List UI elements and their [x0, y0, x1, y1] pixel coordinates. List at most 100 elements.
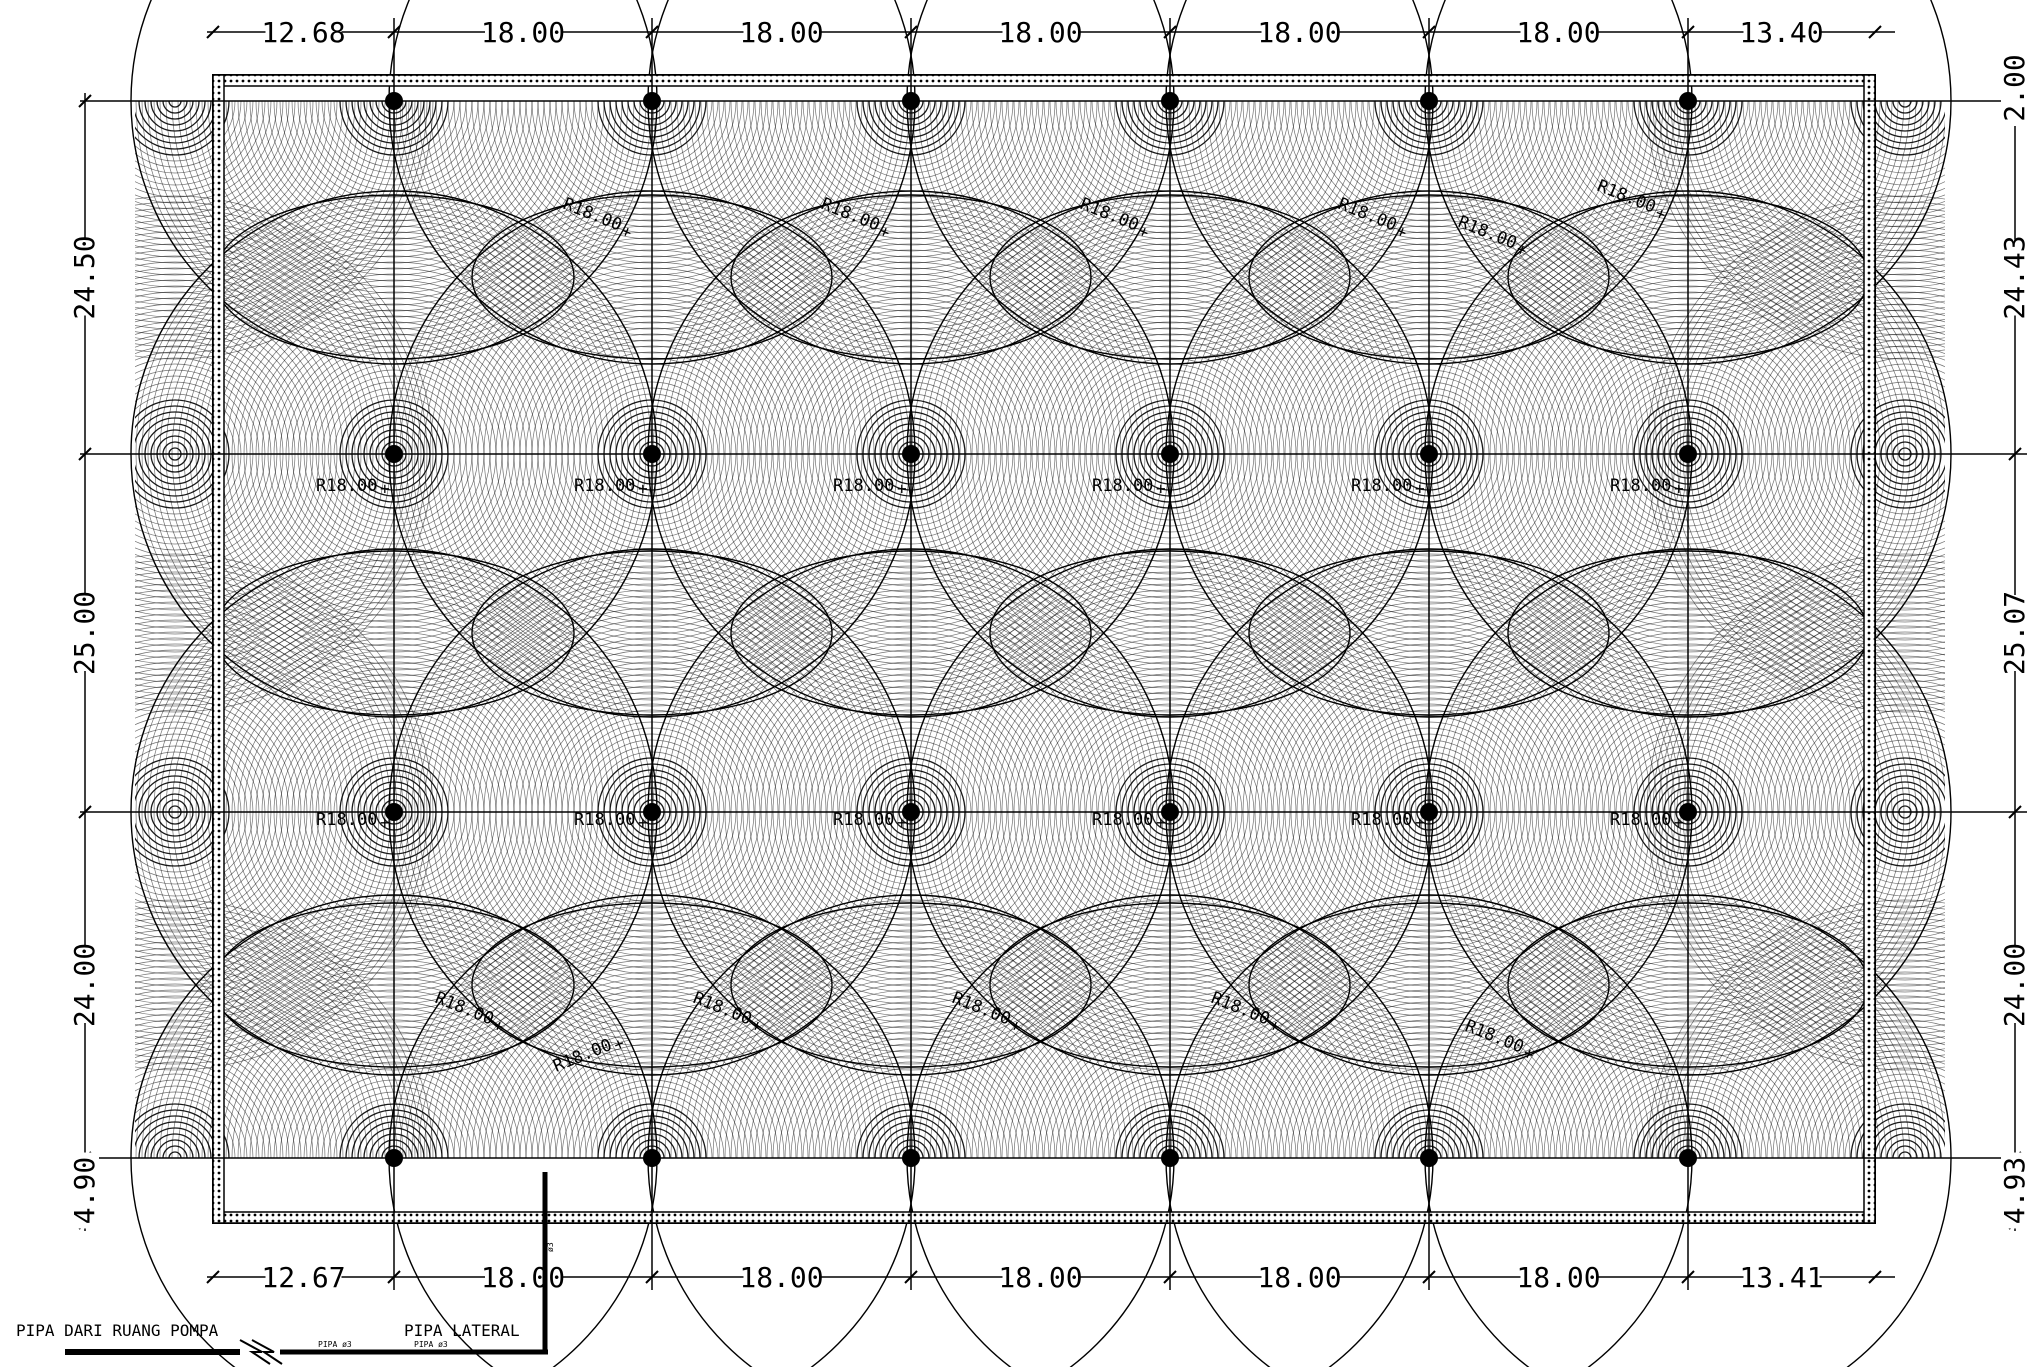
radius-label: R18.00 — [1092, 476, 1153, 496]
sprinkler-head-icon — [1161, 445, 1179, 463]
pipe-size-label: PIPA ø3 — [414, 1340, 448, 1349]
bottom-dimension-value: 18.00 — [1257, 1261, 1341, 1294]
sprinkler-grid-lines — [80, 18, 2027, 1290]
radius-marker-icon: + — [638, 479, 648, 498]
sprinkler-head-icon — [1420, 1149, 1438, 1167]
radius-label: R18.00 — [574, 810, 635, 830]
radius-label: R18.00 — [574, 476, 635, 496]
sprinkler-head-icon — [1161, 803, 1179, 821]
top-dimension-value: 18.00 — [1516, 16, 1600, 49]
left-dimension-value: 24.50 — [68, 235, 101, 319]
radius-label: R18.00 — [316, 810, 377, 830]
dimension-tick — [78, 447, 92, 461]
bottom-dimension-value: 18.00 — [998, 1261, 1082, 1294]
right-dimension-value: 25.07 — [1998, 591, 2027, 675]
radius-label: R18.00 — [1351, 476, 1412, 496]
coverage-overlap-arcs — [130, 0, 1952, 1367]
sprinkler-head-icon — [1420, 445, 1438, 463]
radius-marker-icon: + — [897, 479, 907, 498]
left-dimension-value: 4.90 — [68, 1157, 101, 1224]
dimension-tick — [206, 25, 220, 39]
sprinkler-head-icon — [902, 1149, 920, 1167]
dimension-tick — [206, 1270, 220, 1284]
pipe-from-pump-room-label: PIPA DARI RUANG POMPA — [16, 1321, 219, 1340]
sprinkler-head-icon — [643, 803, 661, 821]
dimension-tick — [2008, 447, 2022, 461]
radius-marker-icon: + — [638, 813, 648, 832]
sprinkler-head-icon — [385, 92, 403, 110]
riser-size-label: ø3 — [546, 1242, 555, 1252]
bottom-dimension-value: 18.00 — [481, 1261, 565, 1294]
top-dimension-value: 18.00 — [1257, 16, 1341, 49]
bottom-dimension-value: 13.41 — [1739, 1261, 1823, 1294]
top-dimension-value: 18.00 — [481, 16, 565, 49]
coverage-rings — [1646, 899, 1945, 1158]
dimension-tick — [78, 94, 92, 108]
sprinkler-head-icon — [385, 803, 403, 821]
dimension-tick — [1163, 25, 1177, 39]
radius-label: R18.00 — [1092, 810, 1153, 830]
sprinkler-head-icon — [643, 1149, 661, 1167]
sprinkler-head-icon — [902, 92, 920, 110]
radius-marker-icon: + — [1674, 813, 1684, 832]
coverage-rings — [135, 899, 434, 1158]
top-dimension-value: 18.00 — [739, 16, 823, 49]
radius-marker-icon: + — [380, 813, 390, 832]
dimension-tick — [645, 25, 659, 39]
sprinkler-head-icon — [1420, 92, 1438, 110]
radius-marker-icon: + — [1415, 479, 1425, 498]
radius-label: R18.00 — [1351, 810, 1412, 830]
pipe-break-icon — [239, 1339, 271, 1365]
sprinkler-head-icon — [1679, 92, 1697, 110]
radius-marker-icon: + — [1156, 479, 1166, 498]
dimension-tick — [1422, 25, 1436, 39]
coverage-rings — [135, 101, 434, 360]
sprinkler-head-icon — [1420, 803, 1438, 821]
dimension-tick — [904, 1270, 918, 1284]
sprinkler-head-icon — [902, 803, 920, 821]
dimension-tick — [1681, 1270, 1695, 1284]
dimension-tick — [645, 1270, 659, 1284]
sprinkler-head-icon — [902, 445, 920, 463]
dimension-tick — [78, 805, 92, 819]
radius-marker-icon: + — [897, 813, 907, 832]
dimension-tick — [387, 1270, 401, 1284]
sprinkler-head-icon — [1161, 92, 1179, 110]
dimension-lines: 12.68 18.00 18.00 18.00 18.00 18.00 13.40 12.67… — [68, 14, 2027, 1294]
pipe-size-label: PIPA ø3 — [318, 1340, 352, 1349]
top-dimension-value: 12.68 — [261, 16, 345, 49]
radius-label: R18.00 — [833, 810, 894, 830]
sprinkler-head-icon — [643, 92, 661, 110]
pipe-legend: ø3 PIPA DARI RUANG POMPA PIPA LATERAL PI… — [16, 1172, 555, 1365]
radius-marker-icon: + — [1674, 479, 1684, 498]
bottom-dimension-value: 12.67 — [261, 1261, 345, 1294]
radius-label: R18.00 — [1610, 476, 1671, 496]
right-dimension-value: 4.93 — [1998, 1157, 2027, 1224]
radius-label: R18.00 — [316, 476, 377, 496]
dimension-tick — [1422, 1270, 1436, 1284]
sprinkler-head-icon — [385, 445, 403, 463]
dimension-tick — [2008, 805, 2022, 819]
right-dimension-value: 2.00 — [1998, 54, 2027, 121]
dimension-tick — [1868, 1270, 1882, 1284]
sprinkler-head-icon — [1679, 1149, 1697, 1167]
sprinkler-head-icon — [643, 445, 661, 463]
pipe-break-icon — [251, 1339, 283, 1365]
dimension-tick — [387, 25, 401, 39]
right-dimension-value: 24.00 — [1998, 943, 2027, 1027]
left-dimension-value: 24.00 — [68, 943, 101, 1027]
dimension-tick — [1868, 25, 1882, 39]
bottom-dimension-value: 18.00 — [1516, 1261, 1600, 1294]
right-dimension-value: 24.43 — [1998, 235, 2027, 319]
radius-marker-icon: + — [1156, 813, 1166, 832]
dimension-tick — [1681, 25, 1695, 39]
radius-label: R18.00 — [833, 476, 894, 496]
top-dimension-value: 13.40 — [1739, 16, 1823, 49]
sprinkler-heads — [385, 92, 1697, 1167]
radius-marker-icon: + — [380, 479, 390, 498]
radius-label: R18.00 — [1610, 810, 1671, 830]
coverage-rings — [1646, 101, 1945, 360]
sprinkler-head-icon — [1161, 1149, 1179, 1167]
